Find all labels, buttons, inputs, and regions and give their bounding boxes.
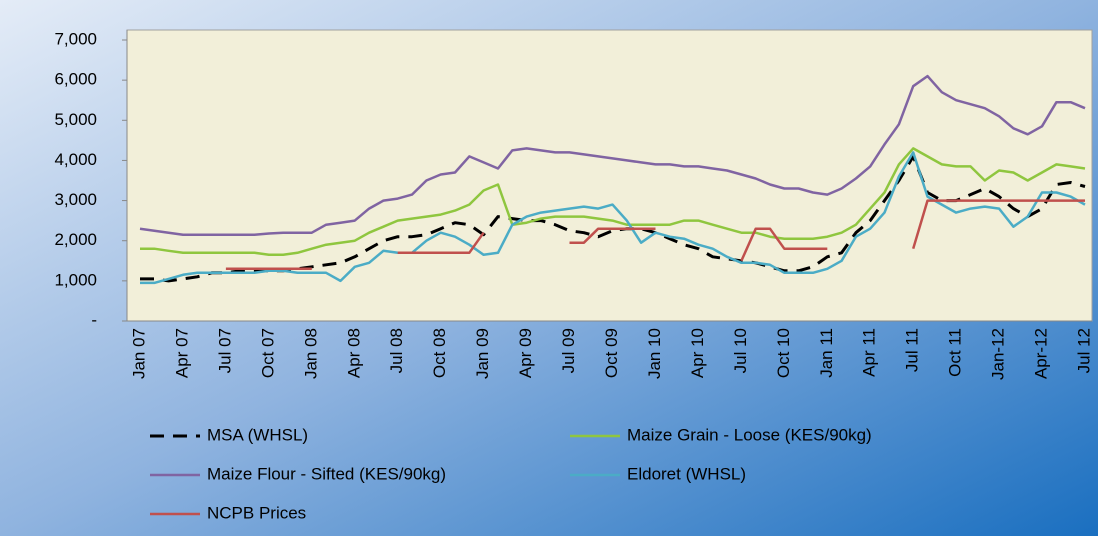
x-tick-label: Jan 07 (129, 328, 148, 379)
plot-area (126, 29, 1093, 322)
legend-label: MSA (WHSL) (207, 425, 308, 444)
x-tick-label: Jul 07 (215, 328, 234, 373)
series-line (139, 74, 1086, 236)
x-tick-label: Apr 07 (172, 328, 191, 378)
y-tick-label: 2,000 (54, 230, 97, 249)
legend-label: Maize Flour - Sifted (KES/90kg) (207, 464, 446, 483)
y-tick-label: 6,000 (54, 70, 97, 89)
x-tick-label: Jul 08 (387, 328, 406, 373)
x-tick-label: Jan 08 (301, 328, 320, 379)
series-line (140, 147, 1086, 257)
x-tick-label: Jan 10 (645, 328, 664, 379)
x-tick-label: Apr 10 (688, 328, 707, 378)
x-tick-label: Apr 09 (516, 328, 535, 378)
x-tick-label: Oct 07 (258, 328, 277, 378)
x-tick-label: Jan 09 (473, 328, 492, 379)
series-line (140, 154, 1086, 283)
y-tick-label: 5,000 (54, 110, 97, 129)
y-tick-label: 4,000 (54, 150, 97, 169)
x-tick-label: Jan-12 (989, 328, 1008, 380)
y-tick-label: 3,000 (54, 190, 97, 209)
legend-label: Maize Grain - Loose (KES/90kg) (627, 425, 872, 444)
legend-label: Eldoret (WHSL) (627, 464, 746, 483)
series-line (225, 199, 1085, 271)
x-tick-label: Oct 08 (430, 328, 449, 378)
y-tick-label: 1,000 (54, 270, 97, 289)
x-tick-label: Apr 08 (344, 328, 363, 378)
x-tick-label: Apr 11 (860, 328, 879, 377)
x-tick-label: Oct 11 (946, 328, 965, 377)
x-tick-label: Jan 11 (817, 328, 836, 378)
series-line (140, 151, 1086, 285)
y-tick-label: 7,000 (54, 29, 97, 48)
legend-label: NCPB Prices (207, 503, 306, 522)
x-tick-label: Jul 10 (731, 328, 750, 373)
x-tick-label: Jul 12 (1074, 328, 1093, 373)
x-tick-label: Jul 09 (559, 328, 578, 373)
y-tick-label: - (91, 310, 97, 329)
x-tick-label: Apr-12 (1032, 328, 1051, 379)
x-tick-label: Jul 11 (903, 328, 922, 372)
x-tick-label: Oct 10 (774, 328, 793, 378)
x-tick-label: Oct 09 (602, 328, 621, 378)
